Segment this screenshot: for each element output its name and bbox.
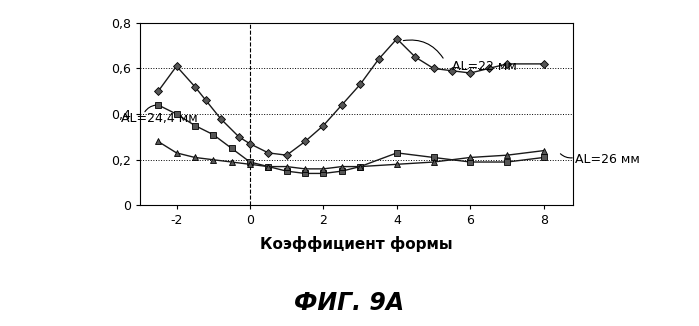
Text: AL=24,4 мм: AL=24,4 мм: [122, 112, 199, 125]
Text: ФИГ. 9A: ФИГ. 9A: [294, 291, 405, 315]
X-axis label: Коэффициент формы: Коэффициент формы: [260, 236, 453, 252]
Text: AL=26 мм: AL=26 мм: [575, 153, 640, 166]
Text: AL=22 мм: AL=22 мм: [452, 60, 517, 73]
